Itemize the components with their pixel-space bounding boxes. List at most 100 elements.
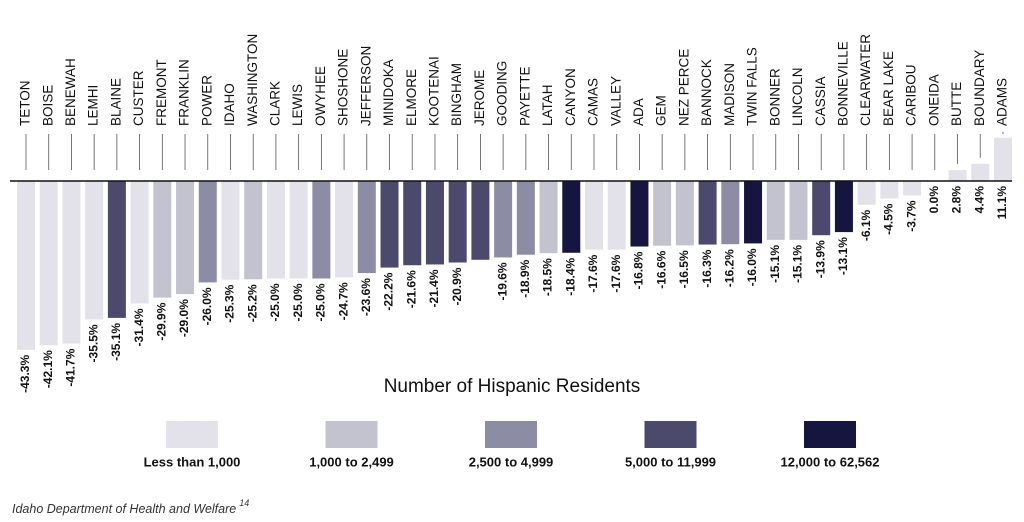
bar [903, 181, 922, 196]
value-label: -13.9% [813, 240, 827, 278]
bar [834, 181, 853, 233]
bar [357, 181, 376, 274]
bar [130, 181, 149, 304]
category-label: JEFFERSON [358, 46, 373, 126]
value-label: -17.6% [586, 254, 600, 292]
bar [948, 170, 967, 181]
value-label: 4.4% [972, 186, 986, 214]
category-label: ELMORE [404, 69, 419, 126]
legend-label: 2,500 to 4,999 [469, 454, 554, 469]
bar [39, 181, 58, 346]
bar [812, 181, 831, 236]
category-label: LINCOLN [790, 67, 805, 126]
category-label: GOODING [495, 61, 510, 126]
value-label: -16.5% [677, 250, 691, 288]
value-label: -16.2% [722, 249, 736, 287]
value-label: -35.5% [86, 324, 100, 362]
value-label: -24.7% [336, 282, 350, 320]
legend-swatch [804, 421, 856, 448]
bar [494, 181, 513, 258]
bar [993, 137, 1012, 181]
category-label: BANNOCK [699, 59, 714, 126]
bar [85, 181, 104, 320]
category-label: CARIBOU [904, 64, 919, 126]
value-label: -41.7% [64, 348, 78, 386]
value-label: -18.4% [563, 257, 577, 295]
bar [448, 181, 467, 263]
legend-swatch [485, 421, 537, 448]
bar [607, 181, 626, 250]
value-label: -6.1% [859, 209, 873, 241]
value-label: -42.1% [41, 350, 55, 388]
category-label: VALLEY [608, 76, 623, 126]
category-label: GEM [654, 95, 669, 126]
value-label: -23.6% [359, 278, 373, 316]
category-label: LATAH [540, 84, 555, 126]
value-label: 2.8% [950, 186, 964, 214]
value-label: -25.3% [223, 284, 237, 322]
value-label: -3.7% [904, 200, 918, 232]
category-label: ADA [631, 98, 646, 126]
value-label: -29.9% [154, 302, 168, 340]
bar [698, 181, 717, 245]
bar [62, 181, 81, 344]
category-label: CLARK [267, 81, 282, 126]
bar [562, 181, 581, 253]
category-label: ONEIDA [926, 74, 941, 126]
category-label: POWER [199, 75, 214, 126]
category-label: CLEARWATER [858, 34, 873, 126]
category-label: ADAMS [995, 78, 1010, 126]
bar [221, 181, 240, 280]
value-label: -22.2% [382, 272, 396, 310]
category-label: CANYON [563, 68, 578, 126]
category-label: PAYETTE [517, 66, 532, 126]
category-label: BLAINE [108, 78, 123, 126]
bar [266, 181, 285, 279]
category-label: BINGHAM [449, 63, 464, 126]
bar [107, 181, 126, 318]
bar [539, 181, 558, 254]
category-label: BENEWAH [63, 58, 78, 126]
legend-label: 12,000 to 62,562 [780, 454, 879, 469]
bar [403, 181, 422, 266]
bar [380, 181, 399, 268]
value-label: -18.5% [541, 258, 555, 296]
bar [153, 181, 172, 298]
bar [721, 181, 740, 245]
value-label: -13.1% [836, 237, 850, 275]
bar [630, 181, 649, 247]
category-label: JEROME [472, 70, 487, 126]
legend-swatch [644, 421, 697, 448]
value-label: -19.6% [495, 262, 509, 300]
bar [880, 181, 899, 199]
category-label: OWYHEE [313, 66, 328, 126]
category-label: BOISE [40, 85, 55, 126]
value-label: -26.0% [200, 287, 214, 325]
category-label: FREMONT [154, 59, 169, 126]
category-label: BONNEVILLE [835, 41, 850, 126]
bar [585, 181, 603, 250]
bar [971, 163, 990, 181]
source-text: Idaho Department of Health and Welfare [12, 502, 236, 516]
category-label: TETON [18, 80, 33, 126]
legend-swatch [166, 421, 218, 448]
category-label: CUSTER [131, 70, 146, 126]
category-label: FRANKLIN [177, 59, 192, 126]
category-label: TWIN FALLS [745, 47, 760, 126]
value-label: -15.1% [791, 245, 805, 283]
source: Idaho Department of Health and Welfare 14 [12, 498, 249, 516]
source-note: 14 [239, 498, 249, 508]
bar [176, 181, 195, 295]
value-label: -29.0% [177, 299, 191, 337]
bar [289, 181, 308, 279]
value-label: -17.6% [609, 254, 623, 292]
category-label: IDAHO [222, 83, 237, 126]
category-label: BUTTE [949, 82, 964, 126]
value-label: -25.0% [314, 283, 328, 321]
bar [516, 181, 535, 255]
bar [766, 181, 785, 240]
value-label: -16.8% [632, 251, 646, 289]
bar [857, 181, 876, 205]
value-label: -43.3% [18, 355, 32, 393]
